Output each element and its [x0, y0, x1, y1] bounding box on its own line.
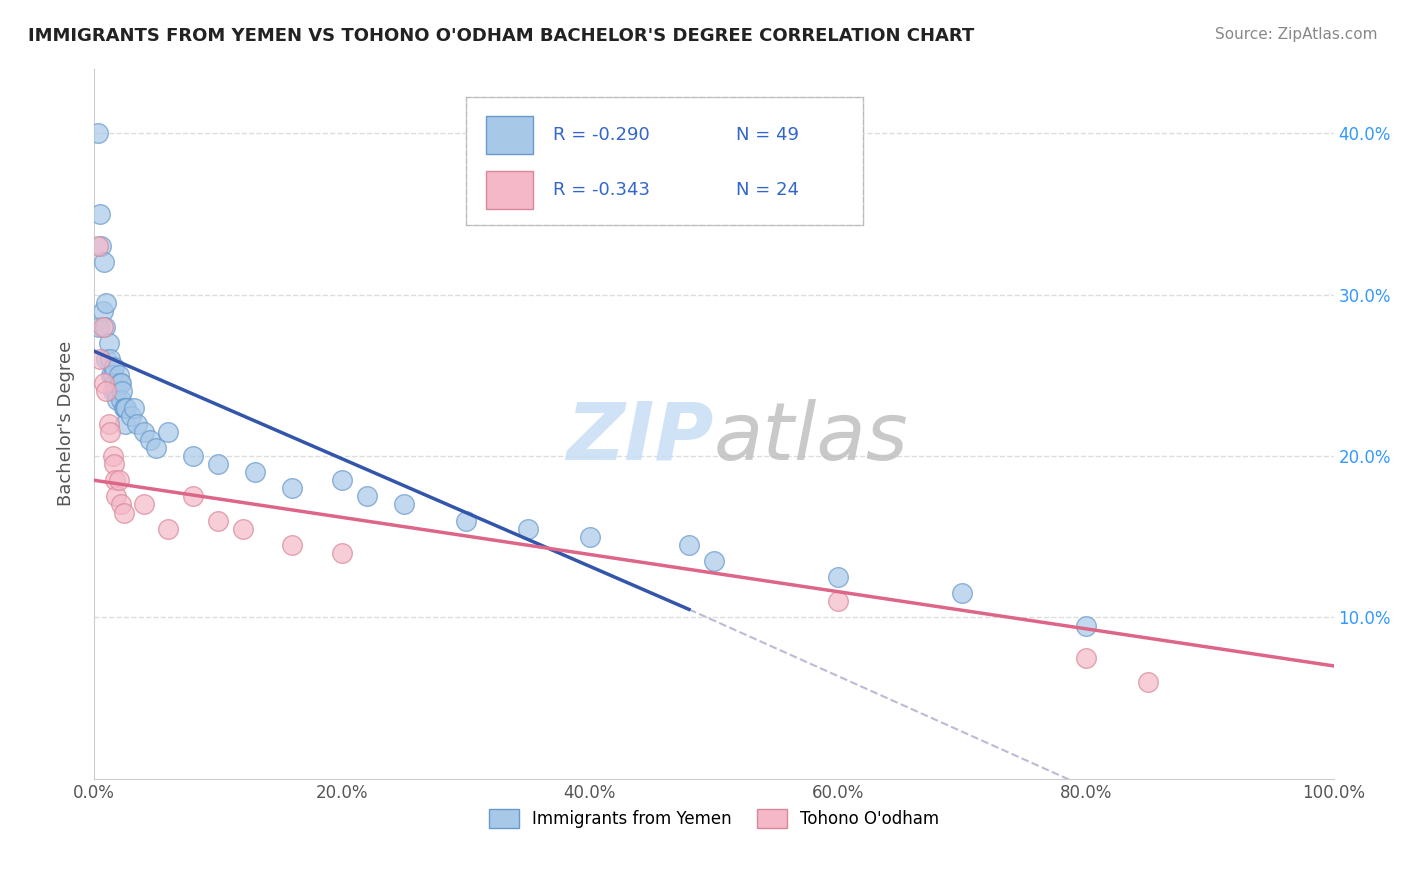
- Point: [950, 586, 973, 600]
- Point: [104, 473, 127, 487]
- Point: [91, 319, 114, 334]
- Point: [157, 522, 180, 536]
- Point: [103, 457, 125, 471]
- Point: [827, 594, 849, 608]
- Text: ZIP: ZIP: [567, 399, 714, 477]
- Point: [114, 401, 136, 415]
- Point: [114, 417, 136, 431]
- Point: [110, 498, 132, 512]
- Point: [207, 514, 229, 528]
- Point: [330, 546, 353, 560]
- Point: [91, 303, 114, 318]
- Point: [105, 384, 128, 399]
- Point: [87, 319, 110, 334]
- Point: [356, 489, 378, 503]
- Point: [145, 441, 167, 455]
- Point: [330, 473, 353, 487]
- Point: [96, 295, 118, 310]
- Point: [93, 255, 115, 269]
- Point: [1074, 650, 1097, 665]
- Point: [98, 425, 121, 439]
- Point: [132, 498, 155, 512]
- Legend: Immigrants from Yemen, Tohono O'odham: Immigrants from Yemen, Tohono O'odham: [482, 802, 946, 835]
- Point: [101, 449, 124, 463]
- Point: [232, 522, 254, 536]
- Point: [103, 360, 125, 375]
- Point: [104, 376, 127, 391]
- Point: [181, 489, 204, 503]
- Point: [107, 392, 129, 407]
- Point: [115, 401, 138, 415]
- Point: [96, 384, 118, 399]
- Point: [392, 498, 415, 512]
- Point: [107, 473, 129, 487]
- Point: [281, 481, 304, 495]
- Point: [138, 433, 160, 447]
- Point: [101, 368, 124, 383]
- Point: [703, 554, 725, 568]
- Point: [207, 457, 229, 471]
- Point: [122, 401, 145, 415]
- Point: [98, 352, 121, 367]
- Point: [89, 207, 111, 221]
- Point: [108, 376, 131, 391]
- Text: atlas: atlas: [714, 399, 908, 477]
- Point: [105, 489, 128, 503]
- Point: [107, 368, 129, 383]
- Point: [1074, 618, 1097, 632]
- Point: [112, 506, 135, 520]
- Point: [678, 538, 700, 552]
- Point: [100, 368, 122, 383]
- Point: [111, 384, 134, 399]
- Point: [243, 465, 266, 479]
- Text: IMMIGRANTS FROM YEMEN VS TOHONO O'ODHAM BACHELOR'S DEGREE CORRELATION CHART: IMMIGRANTS FROM YEMEN VS TOHONO O'ODHAM …: [28, 27, 974, 45]
- Point: [157, 425, 180, 439]
- Text: Source: ZipAtlas.com: Source: ZipAtlas.com: [1215, 27, 1378, 42]
- Point: [89, 352, 111, 367]
- Point: [97, 336, 120, 351]
- Point: [101, 384, 124, 399]
- Point: [454, 514, 477, 528]
- Point: [516, 522, 538, 536]
- Point: [578, 530, 600, 544]
- Point: [132, 425, 155, 439]
- Point: [281, 538, 304, 552]
- Point: [181, 449, 204, 463]
- Point: [827, 570, 849, 584]
- Point: [127, 417, 149, 431]
- Point: [86, 239, 108, 253]
- Point: [86, 126, 108, 140]
- Y-axis label: Bachelor's Degree: Bachelor's Degree: [58, 341, 75, 507]
- Point: [1136, 675, 1159, 690]
- Point: [94, 319, 117, 334]
- Point: [110, 392, 132, 407]
- Point: [93, 376, 115, 391]
- Point: [120, 409, 142, 423]
- Point: [110, 376, 132, 391]
- Point: [112, 401, 135, 415]
- Point: [97, 417, 120, 431]
- Point: [96, 352, 118, 367]
- Point: [90, 239, 112, 253]
